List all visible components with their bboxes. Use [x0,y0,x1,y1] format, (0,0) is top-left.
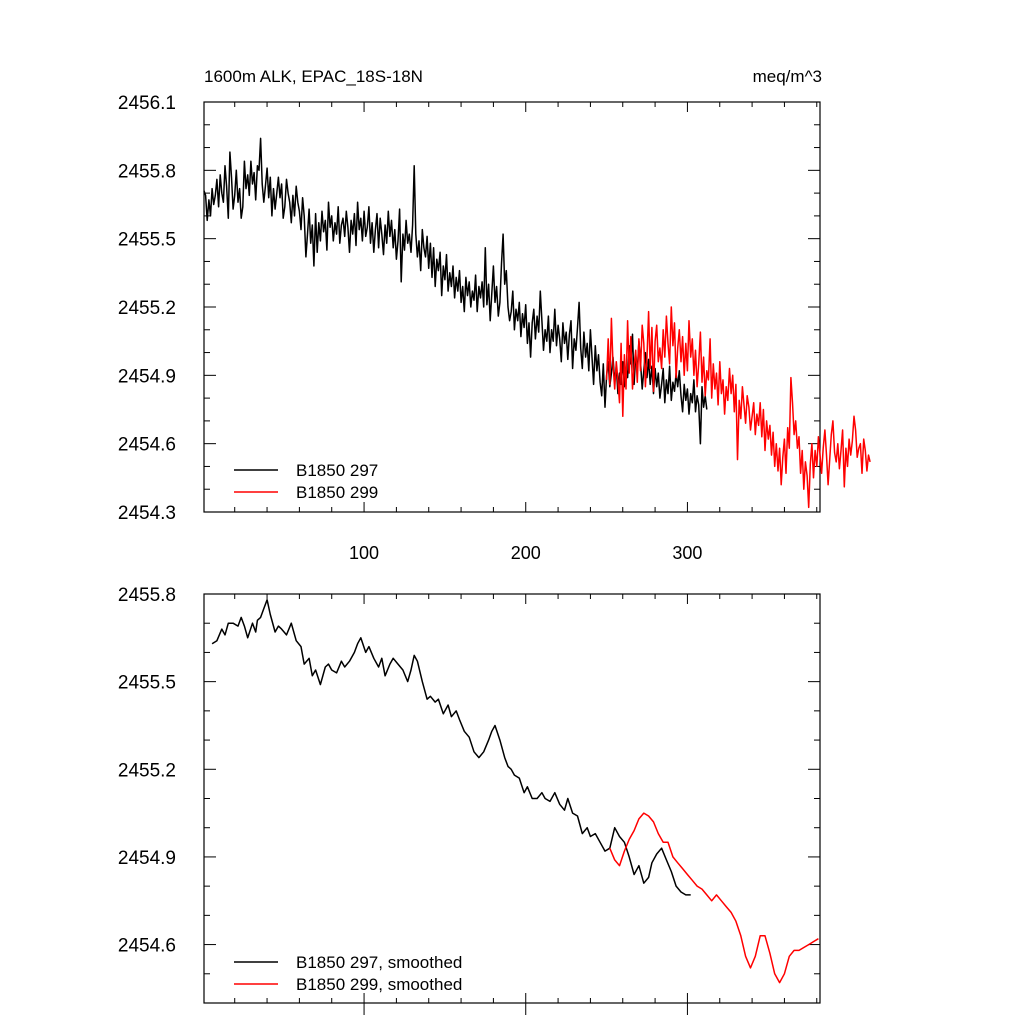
top-y-tick-label: 2454.6 [118,435,176,456]
top-legend-label-1: B1850 297 [296,461,378,480]
bottom-series-line-2 [609,812,819,984]
bottom-y-tick-label: 2455.8 [118,585,176,606]
top-x-tick-label: 100 [349,543,379,563]
top-y-tick-label: 2454.9 [118,366,176,387]
bottom-y-tick-label: 2455.5 [118,673,176,694]
top-x-tick-label: 200 [511,543,541,563]
top-y-tick-label: 2456.1 [118,93,176,114]
top-series-line-1 [203,137,708,445]
top-y-tick-label: 2455.2 [118,298,176,319]
top-panel: 1600m ALK, EPAC_18S-18N meq/m^3 100 200 30… [118,67,871,563]
bottom-legend-label-1: B1850 297, smoothed [296,953,462,972]
top-y-tick-label: 2455.5 [118,230,176,251]
bottom-y-tick-label: 2454.9 [118,848,176,869]
bottom-y-tick-label: 2454.6 [118,936,176,957]
top-y-tick-label: 2455.8 [118,161,176,182]
top-legend-label-2: B1850 299 [296,483,378,502]
bottom-panel: 2454.6 2454.9 2455.2 2455.5 2455.8 B1850 297,… [118,585,821,1015]
bottom-legend-label-2: B1850 299, smoothed [296,975,462,994]
top-series-line-2 [605,306,871,509]
bottom-y-tick-label: 2455.2 [118,760,176,781]
top-x-tick-label: 300 [672,543,702,563]
top-title-right: meq/m^3 [753,67,822,86]
top-y-tick-label: 2454.3 [118,503,176,524]
bottom-series-line-1 [211,599,691,896]
bottom-plot-frame [203,593,821,1004]
top-title-left: 1600m ALK, EPAC_18S-18N [204,67,423,86]
